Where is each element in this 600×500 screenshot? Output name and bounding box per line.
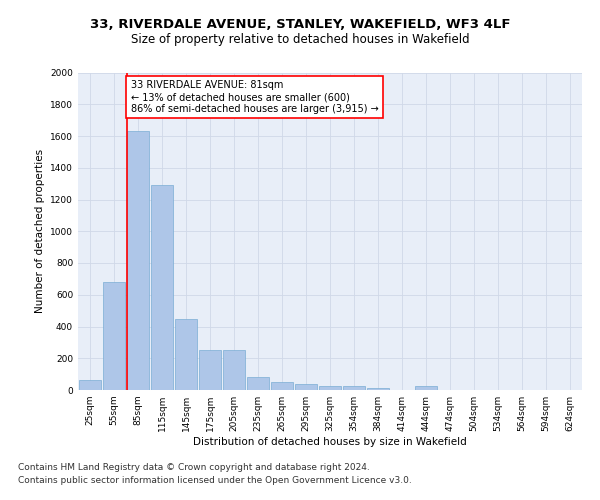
Bar bbox=[127, 131, 149, 390]
Bar bbox=[199, 350, 221, 390]
Bar bbox=[247, 376, 269, 390]
Bar bbox=[271, 382, 293, 390]
Text: Size of property relative to detached houses in Wakefield: Size of property relative to detached ho… bbox=[131, 32, 469, 46]
Text: 33 RIVERDALE AVENUE: 81sqm
← 13% of detached houses are smaller (600)
86% of sem: 33 RIVERDALE AVENUE: 81sqm ← 13% of deta… bbox=[131, 80, 379, 114]
Bar bbox=[175, 318, 197, 390]
Text: Contains public sector information licensed under the Open Government Licence v3: Contains public sector information licen… bbox=[18, 476, 412, 485]
Y-axis label: Number of detached properties: Number of detached properties bbox=[35, 149, 44, 314]
Bar bbox=[319, 386, 341, 390]
Bar bbox=[151, 185, 173, 390]
Bar bbox=[367, 388, 389, 390]
Bar bbox=[295, 384, 317, 390]
Bar bbox=[223, 350, 245, 390]
Bar bbox=[343, 386, 365, 390]
X-axis label: Distribution of detached houses by size in Wakefield: Distribution of detached houses by size … bbox=[193, 437, 467, 447]
Bar bbox=[415, 386, 437, 390]
Bar bbox=[103, 282, 125, 390]
Text: Contains HM Land Registry data © Crown copyright and database right 2024.: Contains HM Land Registry data © Crown c… bbox=[18, 464, 370, 472]
Text: 33, RIVERDALE AVENUE, STANLEY, WAKEFIELD, WF3 4LF: 33, RIVERDALE AVENUE, STANLEY, WAKEFIELD… bbox=[90, 18, 510, 30]
Bar bbox=[79, 380, 101, 390]
